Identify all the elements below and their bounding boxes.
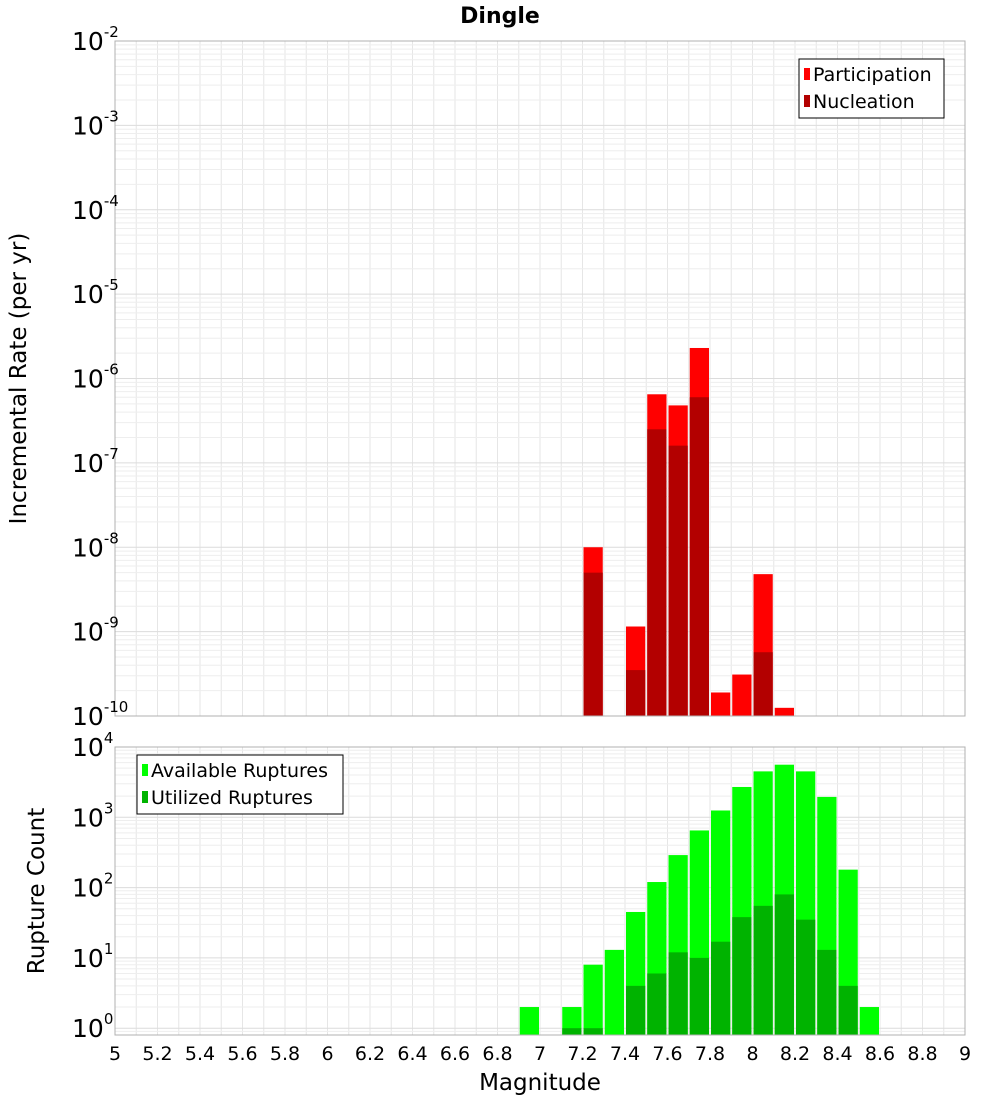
bar xyxy=(859,1007,879,1035)
bar xyxy=(817,949,837,1035)
legend-swatch xyxy=(142,791,148,803)
bar xyxy=(583,572,603,716)
y-tick-label: 10-8 xyxy=(72,529,119,562)
legend: Participation Nucleation xyxy=(798,58,945,119)
bar xyxy=(774,894,794,1035)
bar xyxy=(753,905,773,1035)
bar xyxy=(604,949,624,1035)
bar xyxy=(774,707,794,716)
x-tick-label: 6.8 xyxy=(482,1043,512,1065)
series-utilized-ruptures xyxy=(562,894,858,1035)
bar xyxy=(583,1028,603,1035)
x-tick-label: 8.6 xyxy=(865,1043,895,1065)
x-axis-title: Magnitude xyxy=(479,1070,601,1096)
bar xyxy=(668,445,688,716)
y-tick-label: 10-10 xyxy=(72,698,128,731)
y-axis-title: Incremental Rate (per yr) xyxy=(6,233,32,525)
bar xyxy=(689,957,709,1035)
legend-swatch xyxy=(804,68,810,80)
y-tick-label: 10-7 xyxy=(72,445,119,478)
bar xyxy=(753,652,773,716)
y-tick-label: 10-3 xyxy=(72,107,119,140)
x-tick-label: 6.6 xyxy=(440,1043,470,1065)
y-tick-label: 10-4 xyxy=(72,192,119,225)
x-tick-label: 7.2 xyxy=(567,1043,597,1065)
bar xyxy=(519,1007,539,1035)
y-tick-label: 103 xyxy=(72,799,113,832)
legend-box xyxy=(136,754,344,815)
plot-border xyxy=(114,746,966,1036)
x-tick-label: 8.8 xyxy=(907,1043,937,1065)
x-tick-label: 8.2 xyxy=(780,1043,810,1065)
bottom-panel: 100 101 102 103 104 Rupture Count 5 5.2 5.4 5.6 5.… xyxy=(24,729,971,1096)
bar xyxy=(796,919,816,1035)
bar xyxy=(583,964,603,1035)
y-tick-label: 10-9 xyxy=(72,614,119,647)
x-tick-label: 7.8 xyxy=(695,1043,725,1065)
bar xyxy=(562,1007,582,1035)
bar xyxy=(562,1028,582,1035)
legend-label: Utilized Ruptures xyxy=(151,787,313,809)
bar xyxy=(668,952,688,1035)
chart-title: Dingle xyxy=(460,4,540,29)
x-tick-label: 9 xyxy=(959,1043,971,1065)
y-tick-label: 10-5 xyxy=(72,276,119,309)
y-tick-label: 10-2 xyxy=(72,23,119,56)
legend-box xyxy=(798,58,945,119)
x-tick-label: 7.6 xyxy=(652,1043,682,1065)
y-tick-label: 104 xyxy=(72,729,113,762)
bar xyxy=(689,397,709,716)
top-panel: 10-10 10-9 10-8 10-7 10-6 10-5 10-4 10-3 10-2 Inc… xyxy=(6,23,966,731)
x-tick-label: 8 xyxy=(746,1043,758,1065)
x-tick-label: 5.6 xyxy=(227,1043,257,1065)
x-tick-label: 5.2 xyxy=(142,1043,172,1065)
bar xyxy=(647,973,667,1035)
x-tick-label: 6.4 xyxy=(397,1043,427,1065)
legend-swatch xyxy=(142,764,148,776)
plot-border xyxy=(114,40,966,717)
bar xyxy=(711,941,731,1035)
legend-label: Nucleation xyxy=(813,91,915,113)
x-tick-label: 8.4 xyxy=(822,1043,852,1065)
bar xyxy=(711,692,731,716)
grid-lines xyxy=(115,41,965,716)
y-axis-title: Rupture Count xyxy=(24,808,50,974)
y-tick-label: 10-6 xyxy=(72,361,119,394)
x-tick-label: 7.4 xyxy=(610,1043,640,1065)
x-tick-label: 7 xyxy=(534,1043,546,1065)
legend-swatch xyxy=(804,95,810,107)
series-nucleation xyxy=(583,397,773,716)
x-tick-label: 6 xyxy=(321,1043,333,1065)
bar xyxy=(732,917,752,1035)
bar xyxy=(732,674,752,716)
y-tick-label: 100 xyxy=(72,1010,113,1043)
bar xyxy=(647,429,667,716)
x-tick-label: 6.2 xyxy=(355,1043,385,1065)
y-tick-label: 102 xyxy=(72,870,113,903)
x-tick-label: 5.4 xyxy=(185,1043,215,1065)
x-tick-label: 5 xyxy=(109,1043,121,1065)
bar xyxy=(626,670,646,716)
x-tick-label: 5.8 xyxy=(270,1043,300,1065)
bar xyxy=(626,985,646,1035)
y-tick-label: 101 xyxy=(72,940,113,973)
legend: Available Ruptures Utilized Ruptures xyxy=(136,754,344,815)
legend-label: Available Ruptures xyxy=(151,760,328,782)
legend-label: Participation xyxy=(813,64,932,86)
bar xyxy=(838,985,858,1035)
